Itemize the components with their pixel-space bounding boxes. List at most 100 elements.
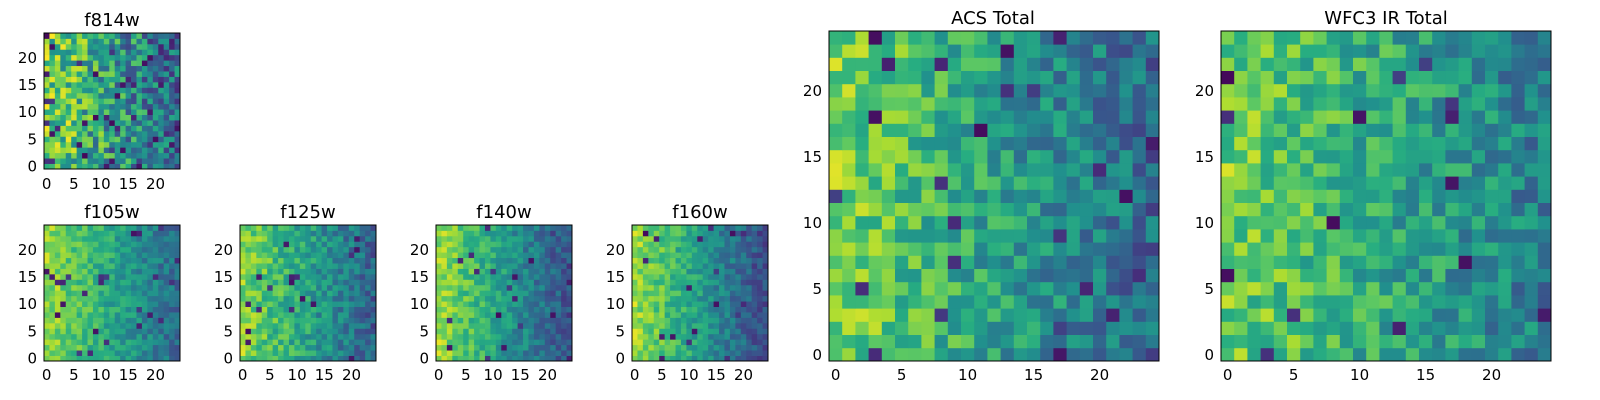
heatmap-cell xyxy=(1366,31,1380,45)
heatmap-cell xyxy=(49,252,56,259)
heatmap-cell xyxy=(1326,97,1341,111)
heatmap-cell xyxy=(1326,123,1341,137)
heatmap-cell xyxy=(316,290,322,297)
heatmap-cell xyxy=(1106,70,1120,85)
heatmap-cell xyxy=(1405,97,1420,111)
heatmap-cell xyxy=(648,268,655,275)
heatmap-cell xyxy=(895,268,909,283)
heatmap-cell xyxy=(974,31,988,45)
heatmap-cell xyxy=(1027,189,1041,203)
heatmap-cell xyxy=(109,125,116,132)
heatmap-cell xyxy=(441,225,448,231)
heatmap-cell xyxy=(664,235,671,242)
heatmap-cell xyxy=(1145,97,1160,111)
heatmap-cell xyxy=(147,295,154,302)
heatmap-cell xyxy=(523,268,529,275)
heatmap-cell xyxy=(278,322,284,329)
heatmap-cell xyxy=(544,273,551,280)
heatmap-cell xyxy=(92,87,99,94)
heatmap-cell xyxy=(310,350,317,356)
heatmap-cell xyxy=(829,295,843,309)
heatmap-cell xyxy=(1339,149,1354,164)
heatmap-cell xyxy=(719,284,725,291)
heatmap-cell xyxy=(163,130,170,137)
heatmap-cell xyxy=(539,306,546,313)
heatmap-cell xyxy=(708,328,714,335)
heatmap-cell xyxy=(974,321,988,335)
heatmap-cell xyxy=(131,98,137,105)
heatmap-cell xyxy=(1273,255,1288,269)
heatmap-cell xyxy=(103,235,110,242)
heatmap-cell xyxy=(934,189,949,203)
heatmap-cell xyxy=(1013,308,1028,322)
heatmap-cell xyxy=(1458,268,1473,283)
heatmap-cell xyxy=(490,290,497,297)
heatmap-cell xyxy=(713,295,720,302)
panel-f160w: f160w 0 5 10 15 20 0 5 10 15 20 xyxy=(606,202,769,384)
heatmap-cell xyxy=(305,230,312,237)
heatmap-cell xyxy=(1106,268,1120,283)
heatmap-cell xyxy=(305,317,312,324)
heatmap-cell xyxy=(272,301,279,307)
heatmap-cell xyxy=(152,33,159,39)
heatmap-cell xyxy=(441,257,448,264)
heatmap-cell xyxy=(92,114,99,121)
heatmap-cell xyxy=(751,273,758,280)
heatmap-cell xyxy=(240,268,246,275)
heatmap-cell xyxy=(332,273,339,280)
heatmap-cell xyxy=(523,322,529,329)
heatmap-cell xyxy=(310,328,317,335)
heatmap-cell xyxy=(691,312,698,318)
heatmap-cell xyxy=(158,230,165,237)
heatmap-cell xyxy=(528,263,535,269)
heatmap-cell xyxy=(697,317,704,324)
heatmap-cell xyxy=(316,339,322,346)
heatmap-cell xyxy=(1537,334,1552,349)
heatmap-cell xyxy=(76,163,83,170)
heatmap-cell xyxy=(697,235,704,242)
heatmap-cell xyxy=(474,263,480,269)
heatmap-cell xyxy=(147,235,154,242)
heatmap-cell xyxy=(686,333,693,340)
heatmap-cell xyxy=(359,317,366,324)
y-tick-label: 0 xyxy=(812,346,822,364)
heatmap-cell xyxy=(484,312,491,318)
heatmap-cell xyxy=(169,136,175,143)
heatmap-cell xyxy=(463,322,470,329)
heatmap-cell xyxy=(1498,176,1512,190)
heatmap-cell xyxy=(868,202,883,217)
heatmap-cell xyxy=(49,125,56,132)
heatmap-cell xyxy=(762,290,769,297)
heatmap-cell xyxy=(120,322,126,329)
heatmap-cell xyxy=(762,235,769,242)
heatmap-cell xyxy=(463,295,470,302)
heatmap-cell xyxy=(479,241,486,248)
heatmap-cell xyxy=(523,344,529,351)
heatmap-cell xyxy=(1119,308,1133,322)
heatmap-cell xyxy=(680,317,687,324)
heatmap-cell xyxy=(1027,70,1041,85)
heatmap-cell xyxy=(740,344,747,351)
heatmap-cell xyxy=(735,355,742,362)
heatmap-cell xyxy=(272,317,279,324)
heatmap-cell xyxy=(1300,295,1314,309)
heatmap-cell xyxy=(642,306,649,313)
heatmap-cell xyxy=(868,110,883,124)
heatmap-cell xyxy=(686,339,693,346)
heatmap-cell xyxy=(354,279,361,286)
heatmap-cell xyxy=(131,312,137,318)
heatmap-cell xyxy=(267,246,274,253)
heatmap-cell xyxy=(561,317,567,324)
heatmap-cell xyxy=(762,301,769,307)
heatmap-cell xyxy=(1119,57,1133,71)
heatmap-cell xyxy=(691,301,698,307)
heatmap-cell xyxy=(1260,136,1275,151)
heatmap-cell xyxy=(109,241,116,248)
heatmap-cell xyxy=(961,255,975,269)
heatmap-cell xyxy=(729,333,736,340)
heatmap-cell xyxy=(370,230,377,237)
heatmap-cell xyxy=(1405,57,1420,71)
heatmap-cell xyxy=(479,268,486,275)
heatmap-cell xyxy=(512,230,518,237)
heatmap-cell xyxy=(566,317,573,324)
